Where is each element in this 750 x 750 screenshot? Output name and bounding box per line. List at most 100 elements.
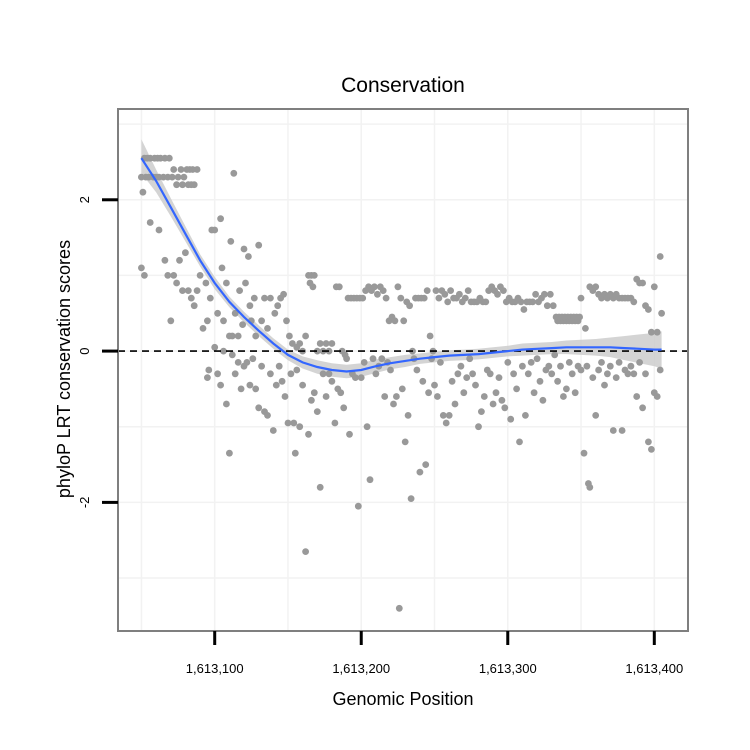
data-point bbox=[174, 173, 182, 181]
data-point bbox=[335, 283, 343, 291]
data-point bbox=[217, 215, 225, 223]
data-point bbox=[422, 461, 430, 468]
data-point bbox=[390, 400, 397, 408]
data-point bbox=[287, 370, 295, 378]
data-point bbox=[164, 272, 172, 279]
data-point bbox=[527, 359, 535, 366]
data-point bbox=[475, 423, 482, 431]
data-point bbox=[293, 366, 301, 374]
data-point bbox=[310, 389, 318, 397]
data-point bbox=[308, 396, 315, 404]
data-point bbox=[193, 287, 201, 294]
data-point bbox=[220, 347, 227, 355]
data-point bbox=[445, 412, 453, 419]
data-point bbox=[529, 298, 537, 306]
panel-border bbox=[117, 108, 689, 632]
data-point bbox=[495, 374, 503, 381]
data-point bbox=[630, 298, 638, 306]
data-point bbox=[290, 419, 298, 427]
data-point bbox=[184, 287, 192, 294]
data-point bbox=[447, 287, 454, 294]
data-point bbox=[173, 181, 181, 189]
data-point bbox=[243, 359, 251, 366]
data-point bbox=[322, 393, 330, 400]
data-point bbox=[204, 374, 211, 381]
data-point bbox=[645, 438, 652, 446]
data-point bbox=[394, 283, 402, 291]
data-point bbox=[313, 408, 321, 415]
data-point bbox=[372, 370, 380, 378]
data-point bbox=[517, 298, 525, 306]
data-point bbox=[211, 343, 219, 351]
data-point bbox=[258, 362, 265, 370]
data-point bbox=[255, 241, 263, 249]
data-point bbox=[395, 604, 403, 612]
data-point bbox=[486, 370, 494, 378]
data-point bbox=[354, 502, 362, 510]
data-point bbox=[313, 347, 321, 355]
data-point bbox=[245, 253, 252, 260]
data-point bbox=[206, 294, 214, 302]
data-point bbox=[283, 317, 290, 325]
data-point bbox=[231, 309, 239, 317]
data-point bbox=[167, 317, 175, 325]
data-point bbox=[463, 374, 471, 381]
data-point bbox=[138, 264, 145, 272]
data-point bbox=[464, 287, 472, 294]
data-point bbox=[656, 253, 664, 260]
data-point bbox=[533, 355, 541, 363]
data-point bbox=[577, 366, 585, 374]
data-point bbox=[543, 302, 551, 310]
data-point bbox=[639, 404, 646, 412]
data-point bbox=[382, 294, 390, 302]
data-point bbox=[141, 272, 148, 279]
data-point bbox=[179, 287, 186, 294]
data-point bbox=[289, 340, 296, 347]
data-point bbox=[609, 427, 617, 434]
data-point bbox=[340, 404, 348, 412]
data-point bbox=[624, 370, 632, 378]
data-point bbox=[434, 393, 441, 400]
data-point bbox=[227, 238, 235, 245]
loess-smooth-line bbox=[140, 157, 662, 373]
data-point bbox=[357, 374, 365, 381]
data-point bbox=[214, 309, 222, 317]
data-point bbox=[504, 359, 512, 366]
data-point bbox=[656, 366, 664, 374]
y-tick-label: -2 bbox=[77, 497, 92, 509]
data-point bbox=[220, 317, 227, 325]
data-point bbox=[223, 400, 230, 408]
data-point bbox=[423, 287, 431, 294]
data-point bbox=[650, 283, 658, 291]
data-point bbox=[592, 283, 600, 291]
data-point bbox=[296, 340, 304, 347]
data-point bbox=[284, 419, 292, 427]
data-point bbox=[264, 325, 271, 332]
data-point bbox=[359, 294, 367, 302]
data-point bbox=[223, 279, 230, 287]
data-point bbox=[360, 359, 368, 366]
x-tick-label: 1,613,200 bbox=[332, 661, 390, 676]
data-point bbox=[653, 393, 661, 400]
data-point bbox=[472, 381, 479, 389]
data-point bbox=[299, 381, 306, 389]
data-point bbox=[346, 430, 353, 438]
data-point bbox=[595, 366, 602, 374]
data-point bbox=[286, 332, 293, 340]
data-point bbox=[539, 396, 547, 404]
data-point bbox=[234, 332, 242, 340]
y-axis-title: phyloP LRT conservation scores bbox=[54, 240, 74, 498]
data-point bbox=[205, 366, 213, 374]
data-point bbox=[218, 264, 226, 272]
data-point bbox=[267, 370, 274, 378]
data-point bbox=[296, 423, 304, 431]
data-point bbox=[546, 290, 554, 298]
data-point bbox=[432, 287, 440, 294]
data-point bbox=[231, 370, 239, 378]
data-point bbox=[549, 302, 557, 310]
data-point bbox=[275, 362, 283, 370]
data-point bbox=[500, 287, 507, 294]
data-point bbox=[530, 389, 538, 397]
data-point bbox=[420, 294, 428, 302]
